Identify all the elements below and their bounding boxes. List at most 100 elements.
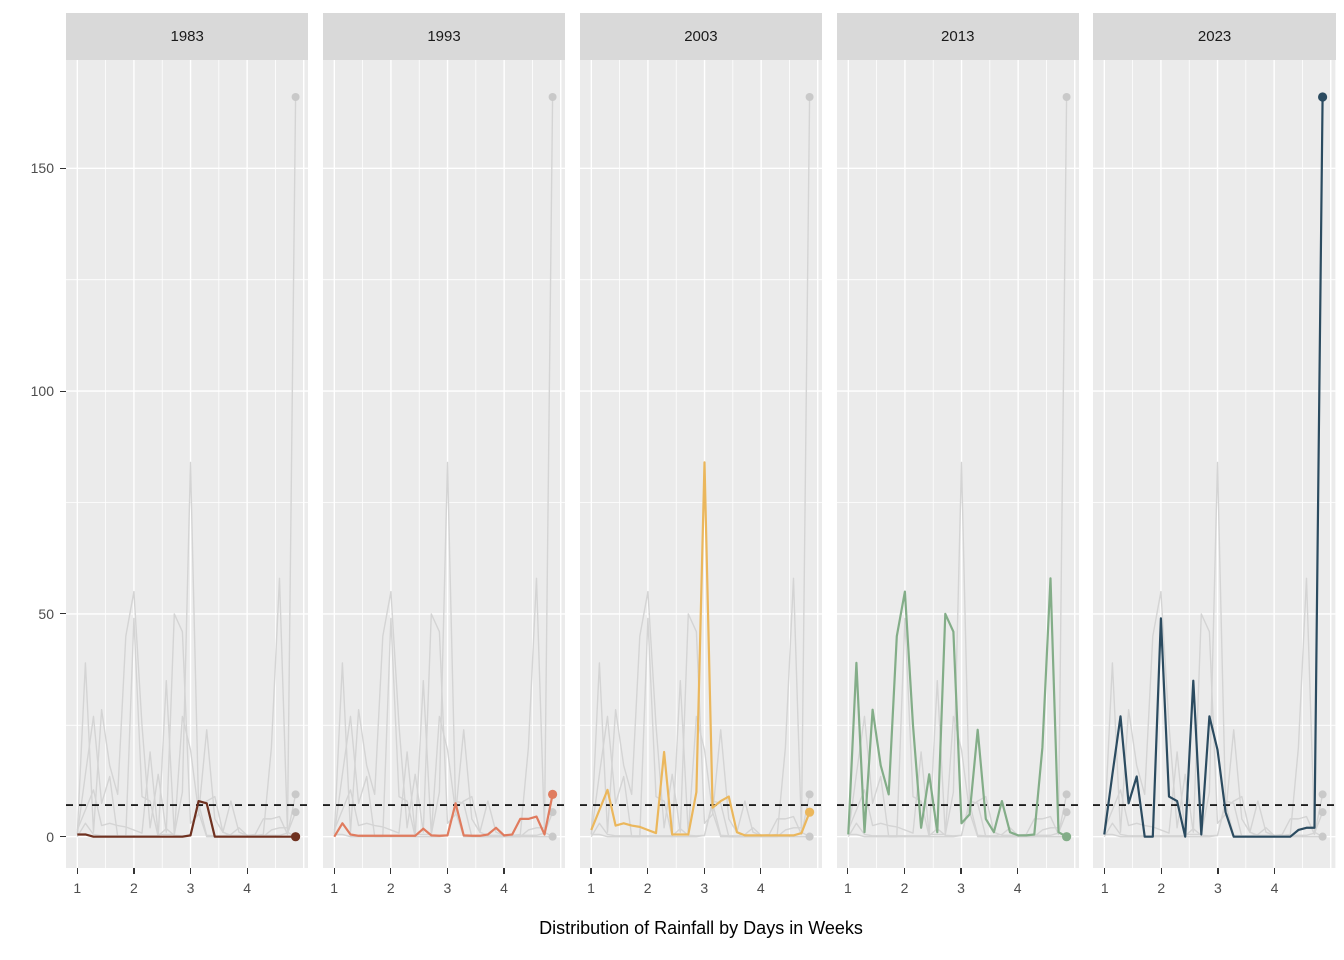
facet-strip-1983: 1983	[66, 13, 309, 60]
x-tick-label: 2	[386, 880, 395, 896]
panel-gridlines	[322, 60, 566, 868]
y-tick-mark	[60, 390, 66, 392]
x-tick-mark	[1017, 868, 1019, 874]
highlight-endpoint-dot-2003	[804, 807, 814, 817]
background-endpoint-dot-2023	[291, 93, 300, 102]
x-tick-mark	[189, 868, 192, 874]
background-endpoint-dot-2013	[1318, 832, 1327, 841]
x-tick-mark	[1104, 868, 1106, 874]
y-tick-label: 100	[30, 383, 54, 400]
x-tick-mark	[503, 868, 505, 874]
background-endpoint-dot-2003	[1318, 808, 1327, 817]
facet-strip-label: 2003	[684, 28, 718, 45]
x-tick-label: 3	[957, 880, 965, 896]
x-tick-mark	[903, 868, 906, 874]
highlight-endpoint-dot-2023	[1318, 92, 1328, 102]
x-tick-label: 1	[330, 880, 339, 896]
background-endpoint-dot-2003	[1062, 808, 1071, 817]
background-endpoint-dot-2003	[548, 808, 557, 817]
facet-strip-label: 2013	[941, 28, 975, 45]
background-endpoint-dot-2023	[805, 93, 814, 102]
x-tick-mark	[76, 868, 78, 874]
y-tick-mark	[60, 167, 66, 169]
x-tick-label: 4	[1013, 880, 1022, 896]
background-series-line-2013	[333, 577, 553, 838]
facet-panel-2013	[836, 60, 1079, 868]
background-series-line-2023	[590, 97, 810, 838]
x-tick-label: 3	[700, 880, 709, 896]
y-tick-label: 0	[46, 828, 54, 845]
x-tick-mark	[133, 868, 135, 874]
facet-strip-label: 2023	[1197, 28, 1232, 45]
y-tick-label: 150	[30, 160, 54, 177]
x-tick-mark	[246, 868, 248, 874]
highlight-endpoint-dot-1983	[290, 832, 301, 842]
x-tick-label: 1	[587, 880, 595, 896]
facet-strip-2003: 2003	[579, 13, 823, 60]
x-tick-mark	[1160, 868, 1162, 874]
background-endpoint-dot-1993	[1318, 790, 1327, 799]
x-tick-label: 1	[73, 880, 82, 896]
highlight-series-line-2013	[846, 577, 1067, 838]
x-axis-title: Distribution of Rainfall by Days in Week…	[539, 918, 863, 938]
facet-strip-label: 1983	[170, 28, 204, 45]
background-endpoint-dot-1993	[805, 790, 814, 799]
y-tick-mark	[60, 613, 66, 615]
background-endpoint-dot-2003	[291, 808, 300, 817]
background-endpoint-dot-2023	[1062, 93, 1071, 102]
x-tick-mark	[647, 868, 649, 874]
x-tick-mark	[760, 868, 762, 874]
y-tick-label: 50	[38, 605, 54, 622]
background-series-line-1993	[847, 794, 1067, 838]
highlight-series-line-2003	[589, 461, 811, 837]
facet-strip-label: 1993	[427, 28, 461, 45]
x-tick-label: 4	[1270, 880, 1279, 896]
facet-panel-1993	[322, 60, 566, 868]
x-tick-mark	[847, 868, 849, 874]
panel-gridlines	[579, 60, 823, 868]
background-endpoint-dot-2013	[805, 832, 814, 841]
facet-panel-1983	[66, 60, 309, 868]
background-endpoint-dot-2023	[548, 93, 557, 102]
facet-strip-2023: 2023	[1093, 13, 1336, 60]
x-tick-label: 4	[756, 880, 765, 896]
facet-panel-2023	[1093, 60, 1336, 868]
x-tick-mark	[446, 868, 448, 874]
x-tick-mark	[390, 868, 392, 874]
x-tick-label: 2	[643, 880, 652, 896]
highlight-series-line-1993	[333, 794, 554, 838]
y-tick-mark	[60, 836, 66, 838]
background-endpoint-dot-1993	[291, 790, 300, 799]
x-tick-label: 4	[500, 880, 508, 896]
x-tick-mark	[333, 868, 335, 874]
facet-strip-1993: 1993	[322, 13, 566, 60]
x-tick-mark	[590, 868, 592, 874]
facet-panel-2003	[579, 60, 823, 868]
background-series-line-1993	[1104, 794, 1324, 838]
x-tick-label: 3	[1214, 880, 1222, 896]
x-tick-mark	[1217, 868, 1219, 874]
x-tick-mark	[1273, 868, 1276, 874]
x-tick-label: 3	[186, 880, 195, 896]
x-tick-label: 2	[130, 880, 138, 896]
x-tick-label: 2	[1157, 880, 1166, 896]
x-tick-label: 4	[243, 880, 251, 896]
highlight-endpoint-dot-2013	[1061, 832, 1071, 842]
background-endpoint-dot-1993	[1062, 790, 1071, 799]
background-series-line-2013	[76, 577, 296, 838]
highlight-series-line-1983	[77, 799, 296, 838]
x-tick-label: 1	[1100, 880, 1109, 896]
highlight-series-line-2023	[1103, 97, 1325, 838]
background-series-line-1993	[590, 794, 810, 838]
facet-strip-2013: 2013	[836, 13, 1079, 60]
x-tick-label: 1	[843, 880, 852, 896]
highlight-endpoint-dot-1993	[547, 789, 558, 799]
background-endpoint-dot-2013	[548, 832, 557, 841]
x-tick-label: 2	[900, 880, 909, 896]
x-tick-mark	[703, 868, 705, 874]
x-tick-label: 3	[443, 880, 452, 896]
panel-gridlines	[66, 60, 309, 868]
background-series-line-2013	[1103, 577, 1324, 838]
x-tick-mark	[960, 868, 962, 874]
